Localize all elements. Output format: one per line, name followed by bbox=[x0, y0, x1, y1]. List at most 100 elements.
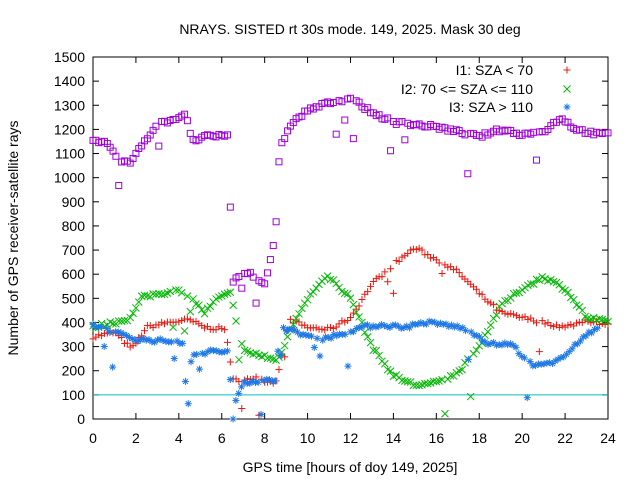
data-point bbox=[483, 327, 492, 336]
y-tick-label: 1500 bbox=[54, 49, 85, 65]
data-point bbox=[404, 250, 412, 258]
data-point bbox=[386, 367, 395, 375]
data-point bbox=[134, 298, 143, 306]
data-point bbox=[332, 323, 340, 331]
data-point bbox=[141, 327, 148, 335]
data-point bbox=[341, 330, 349, 338]
x-tick-label: 12 bbox=[343, 430, 359, 446]
data-point bbox=[295, 309, 303, 318]
data-point bbox=[237, 339, 246, 348]
data-point bbox=[332, 130, 340, 138]
data-point bbox=[275, 158, 283, 166]
data-point bbox=[349, 300, 358, 309]
data-point bbox=[384, 278, 392, 286]
data-point bbox=[326, 275, 335, 284]
data-point bbox=[223, 338, 231, 346]
data-point bbox=[532, 275, 541, 284]
data-point bbox=[595, 314, 604, 323]
data-point bbox=[535, 348, 543, 356]
data-point bbox=[524, 316, 532, 324]
data-point bbox=[387, 265, 395, 273]
data-point bbox=[303, 295, 312, 304]
data-point bbox=[387, 147, 395, 155]
data-point bbox=[235, 355, 243, 364]
data-point bbox=[220, 290, 229, 299]
data-point bbox=[126, 343, 134, 351]
data-point bbox=[520, 354, 528, 362]
data-point bbox=[193, 350, 201, 358]
data-point bbox=[313, 334, 321, 342]
y-tick-label: 800 bbox=[62, 218, 86, 234]
data-point bbox=[466, 392, 475, 401]
data-point bbox=[332, 279, 341, 288]
data-point bbox=[229, 415, 237, 423]
data-point bbox=[532, 156, 540, 164]
y-tick-label: 900 bbox=[62, 194, 86, 210]
data-point bbox=[170, 355, 178, 363]
data-point bbox=[486, 321, 495, 329]
data-point bbox=[432, 256, 440, 264]
data-point bbox=[435, 259, 443, 267]
data-point bbox=[106, 328, 114, 336]
data-point bbox=[507, 310, 515, 318]
data-point bbox=[341, 116, 349, 124]
x-tick-label: 6 bbox=[218, 430, 226, 446]
data-point bbox=[169, 323, 177, 332]
x-tick-label: 16 bbox=[429, 430, 445, 446]
data-point bbox=[275, 366, 283, 374]
x-tick-label: 10 bbox=[300, 430, 316, 446]
data-point bbox=[238, 404, 246, 412]
data-point bbox=[240, 346, 249, 355]
data-point bbox=[100, 342, 108, 350]
legend-label-i1: I1: SZA < 70 bbox=[456, 62, 534, 78]
y-tick-label: 1400 bbox=[54, 73, 85, 89]
x-tick-label: 14 bbox=[386, 430, 402, 446]
y-tick-label: 400 bbox=[62, 314, 86, 330]
y-tick-label: 100 bbox=[62, 387, 86, 403]
y-tick-label: 700 bbox=[62, 242, 86, 258]
data-point bbox=[372, 346, 381, 355]
data-point bbox=[384, 114, 392, 122]
data-point bbox=[152, 290, 160, 299]
data-point bbox=[103, 325, 111, 333]
data-point bbox=[344, 317, 352, 325]
data-point bbox=[415, 381, 424, 390]
data-point bbox=[266, 256, 274, 264]
data-point bbox=[506, 294, 515, 302]
series-1 bbox=[89, 244, 612, 419]
data-point bbox=[355, 302, 363, 310]
data-point bbox=[114, 317, 123, 325]
data-point bbox=[309, 288, 318, 296]
data-point bbox=[115, 181, 123, 189]
data-point bbox=[292, 314, 300, 323]
data-point bbox=[232, 396, 240, 404]
legend-label-i2: I2: 70 <= SZA <= 110 bbox=[401, 81, 533, 97]
data-point bbox=[570, 322, 578, 330]
data-point bbox=[184, 400, 192, 408]
data-point bbox=[180, 327, 189, 335]
data-point bbox=[367, 282, 375, 290]
data-point bbox=[363, 333, 372, 341]
data-point bbox=[475, 290, 483, 298]
data-point bbox=[478, 290, 486, 298]
y-tick-label: 600 bbox=[62, 266, 86, 282]
x-tick-label: 24 bbox=[600, 430, 616, 446]
data-point bbox=[149, 289, 157, 298]
data-point bbox=[266, 354, 275, 363]
data-point bbox=[226, 376, 234, 384]
data-point bbox=[423, 379, 432, 388]
data-point bbox=[538, 317, 546, 325]
data-point bbox=[455, 269, 463, 277]
data-point bbox=[464, 355, 472, 363]
data-point bbox=[462, 327, 470, 335]
data-point bbox=[549, 277, 558, 286]
data-point bbox=[526, 280, 535, 288]
data-point bbox=[123, 339, 131, 347]
data-point bbox=[271, 377, 279, 385]
y-tick-label: 1100 bbox=[55, 146, 85, 162]
data-point bbox=[372, 274, 380, 282]
data-point bbox=[177, 288, 186, 297]
data-point bbox=[201, 324, 209, 332]
data-point bbox=[109, 319, 117, 328]
